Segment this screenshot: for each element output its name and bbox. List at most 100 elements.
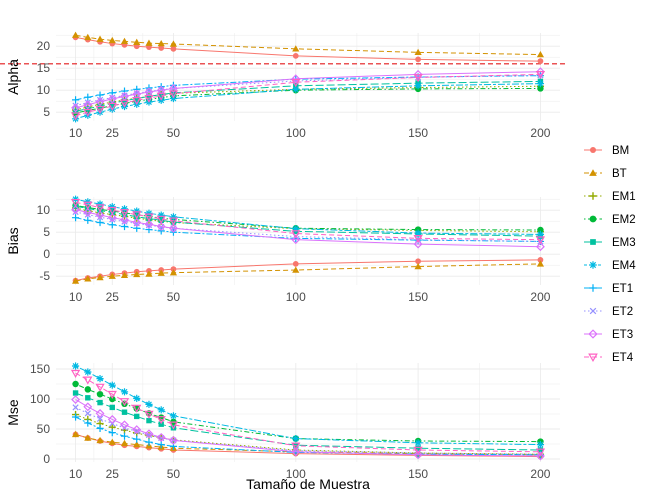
x-tick-label: 50	[167, 290, 181, 304]
data-point-et4	[119, 209, 130, 218]
data-point-em4	[157, 406, 165, 414]
data-point-et1	[96, 218, 104, 227]
data-point-et1	[71, 214, 80, 222]
data-point-et4	[119, 99, 130, 108]
data-point-et1	[84, 93, 92, 101]
series-bm	[72, 257, 544, 284]
x-tick-label: 50	[167, 467, 181, 481]
y-axis-title-mse: Mse	[5, 399, 21, 426]
x-tick-label: 25	[106, 467, 120, 481]
series-line-et2	[75, 406, 541, 455]
x-tick-label: 50	[167, 126, 181, 140]
series-line-et4	[75, 73, 541, 117]
series-em3	[72, 78, 544, 115]
data-point-bt	[108, 438, 116, 445]
y-tick-label: 15	[37, 61, 51, 75]
data-point-em4	[133, 394, 141, 402]
legend-item-em3: EM3	[584, 237, 636, 249]
y-tick-label: 20	[37, 39, 51, 53]
data-point-et4	[132, 211, 142, 220]
data-point-et2	[121, 92, 128, 99]
y-tick-label: 150	[30, 362, 50, 376]
legend-key-marker	[589, 261, 597, 269]
legend-key-marker	[589, 169, 597, 176]
data-point-et4	[132, 97, 142, 106]
x-tick-label: 150	[408, 290, 428, 304]
y-tick-label: 5	[43, 105, 50, 119]
y-tick-label: 100	[30, 392, 50, 406]
data-point-em3	[293, 442, 299, 448]
data-point-em4	[414, 439, 422, 447]
data-point-em4	[169, 412, 178, 420]
data-point-et4	[535, 448, 546, 457]
data-point-bt	[96, 436, 104, 444]
data-point-et3	[291, 235, 301, 245]
data-point-bt	[292, 266, 300, 273]
series-line-em1	[75, 207, 541, 233]
data-point-et4	[156, 92, 166, 101]
data-point-em3	[537, 447, 544, 453]
data-point-bt	[414, 262, 422, 270]
data-point-bt	[292, 45, 300, 52]
legend-key-marker	[589, 146, 597, 154]
series-line-et2	[75, 74, 541, 107]
data-point-em3	[121, 211, 128, 218]
data-point-et3	[156, 432, 166, 442]
data-point-et3	[156, 222, 166, 231]
data-point-em4	[169, 94, 178, 103]
x-tick-label: 25	[106, 126, 120, 140]
data-point-em2	[537, 85, 544, 92]
data-point-et4	[291, 230, 301, 239]
data-point-et3	[132, 218, 142, 227]
x-tick-label: 100	[286, 290, 306, 304]
legend-label: ET1	[612, 283, 633, 295]
panel-bias: -5 0 5 10 10 25 50 100 150 200 Bias	[5, 195, 560, 304]
data-point-bt	[133, 38, 141, 45]
data-point-em4	[157, 211, 165, 219]
data-point-et3	[95, 97, 105, 107]
legend-item-bm: BM	[584, 145, 629, 157]
legend-label: ET2	[612, 306, 633, 318]
series-line-et3	[75, 71, 541, 109]
x-tick-label: 100	[286, 467, 306, 481]
data-point-em3	[121, 409, 128, 415]
legend-key-marker	[589, 215, 597, 223]
data-point-et4	[83, 108, 93, 118]
data-point-et1	[120, 432, 129, 440]
data-point-et3	[132, 425, 142, 435]
data-point-bt	[536, 50, 545, 58]
data-point-et3	[83, 100, 93, 110]
legend-item-em2: EM2	[584, 214, 636, 226]
data-point-bt	[120, 439, 129, 447]
data-point-em4	[120, 205, 129, 213]
data-point-et3	[71, 205, 81, 215]
legend-label: EM3	[612, 237, 636, 249]
data-point-bt	[157, 39, 165, 47]
data-point-bt	[84, 33, 92, 41]
data-point-et4	[413, 74, 423, 83]
legend-item-et1: ET1	[584, 283, 633, 295]
series-line-et3	[75, 209, 541, 248]
legend-item-em1: EM1	[584, 191, 636, 203]
data-point-et3	[291, 447, 301, 457]
data-point-bm	[292, 261, 299, 267]
data-point-et3	[413, 450, 423, 460]
data-point-bm	[537, 58, 544, 65]
data-point-et4	[168, 217, 179, 226]
legend-item-em4: EM4	[584, 260, 636, 272]
data-point-et4	[95, 204, 105, 213]
data-point-bm	[158, 45, 165, 51]
data-point-et3	[168, 223, 178, 233]
data-point-et1	[145, 438, 153, 446]
data-point-et4	[144, 213, 154, 222]
panel-mse: 0 50 100 150 10 25 50 100 150 200 Mse	[5, 362, 560, 481]
series-line-em1	[75, 414, 541, 455]
data-point-em4	[96, 375, 104, 383]
legend-label: EM4	[612, 260, 636, 272]
series-line-em4	[75, 198, 541, 235]
data-point-et3	[95, 210, 105, 220]
data-point-et2	[133, 428, 140, 435]
data-point-bm	[537, 257, 544, 263]
data-point-et3	[535, 242, 545, 252]
